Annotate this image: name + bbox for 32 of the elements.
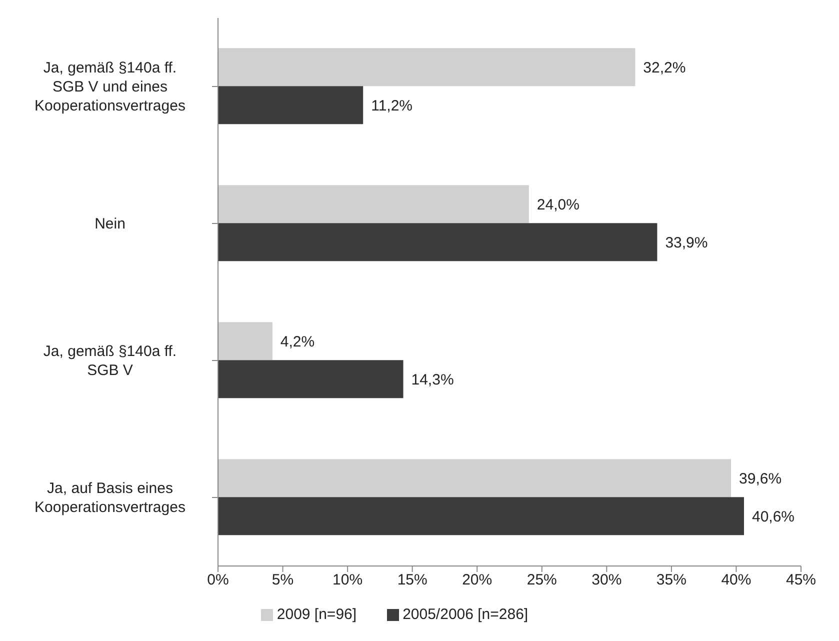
- legend-label: 2005/2006 [n=286]: [402, 606, 528, 623]
- x-tick-label: 20%: [462, 572, 492, 589]
- bar: [218, 459, 732, 498]
- bar: [218, 322, 272, 360]
- x-tick-label: 0%: [207, 572, 229, 589]
- bar: [218, 48, 636, 86]
- x-tick-label: 15%: [397, 572, 428, 589]
- x-tick-label: 25%: [526, 572, 557, 589]
- bar: [218, 497, 744, 536]
- data-label: 24,0%: [536, 196, 580, 214]
- x-tick-label: 35%: [656, 572, 686, 589]
- x-tick-label: 30%: [592, 572, 622, 589]
- data-label: 14,3%: [411, 371, 454, 388]
- y-tick-label: Ja, auf Basis eines Kooperationsvertrages: [34, 480, 186, 516]
- legend-label: 2009 [n=96]: [276, 606, 357, 623]
- bar: [218, 360, 404, 398]
- x-tick-label: 5%: [272, 572, 294, 589]
- bar: [218, 223, 658, 262]
- x-tick-label: 10%: [332, 572, 363, 589]
- data-label: 40,6%: [752, 508, 795, 526]
- x-tick-label: 45%: [786, 572, 816, 589]
- data-label: 39,6%: [739, 470, 782, 488]
- data-label: 11,2%: [371, 97, 413, 114]
- x-tick-label: 40%: [721, 572, 752, 589]
- data-label: 33,9%: [665, 234, 708, 252]
- y-tick-label: Nein: [94, 216, 126, 232]
- data-label: 4,2%: [280, 333, 315, 350]
- y-tick-label: Ja, gemäß §140a ff. SGB V: [43, 343, 177, 379]
- bar: [218, 86, 364, 124]
- y-tick-label: Ja, gemäß §140a ff. SGB V und eines Kooperationsvertrages: [34, 60, 186, 114]
- bar: [218, 185, 529, 224]
- data-label: 32,2%: [643, 59, 686, 76]
